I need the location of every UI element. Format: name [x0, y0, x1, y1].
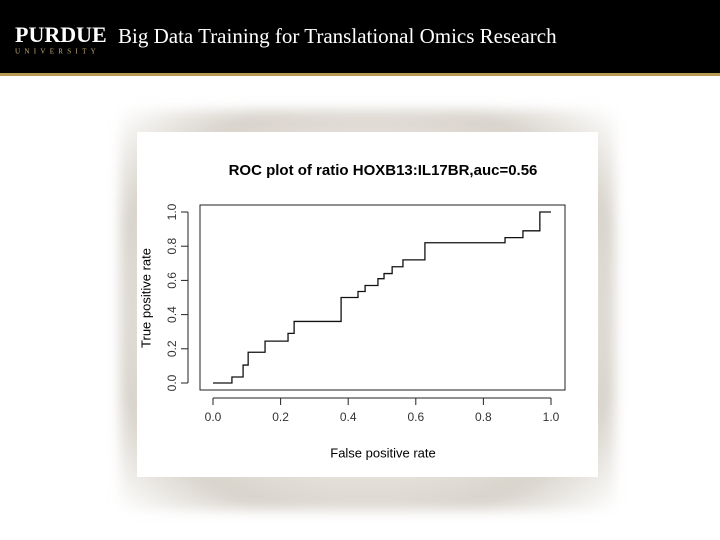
y-tick-label: 1.0: [165, 203, 179, 220]
x-tick-label: 0.8: [475, 410, 492, 424]
y-tick-label: 0.2: [165, 340, 179, 357]
plot-box: [199, 204, 566, 391]
y-tick-label: 0.6: [165, 272, 179, 289]
x-tick-label: 0.0: [205, 410, 222, 424]
y-axis-label: True positive rate: [138, 248, 153, 348]
logo-sub: UNIVERSITY: [15, 48, 100, 56]
roc-line: [213, 211, 551, 384]
x-tick-label: 0.2: [272, 410, 289, 424]
y-tick-label: 0.4: [165, 306, 179, 323]
x-tick-label: 1.0: [543, 410, 560, 424]
x-axis-label: False positive rate: [330, 445, 436, 460]
header-bar: [0, 0, 720, 76]
chart-panel: [137, 132, 598, 477]
x-tick-label: 0.4: [340, 410, 357, 424]
y-tick-label: 0.0: [165, 374, 179, 391]
y-tick-label: 0.8: [165, 238, 179, 255]
logo: PURDUE: [15, 22, 107, 47]
slide-title: Big Data Training for Translational Omic…: [118, 24, 557, 48]
x-tick-label: 0.6: [407, 410, 424, 424]
chart-title: ROC plot of ratio HOXB13:IL17BR,auc=0.56: [229, 162, 538, 179]
